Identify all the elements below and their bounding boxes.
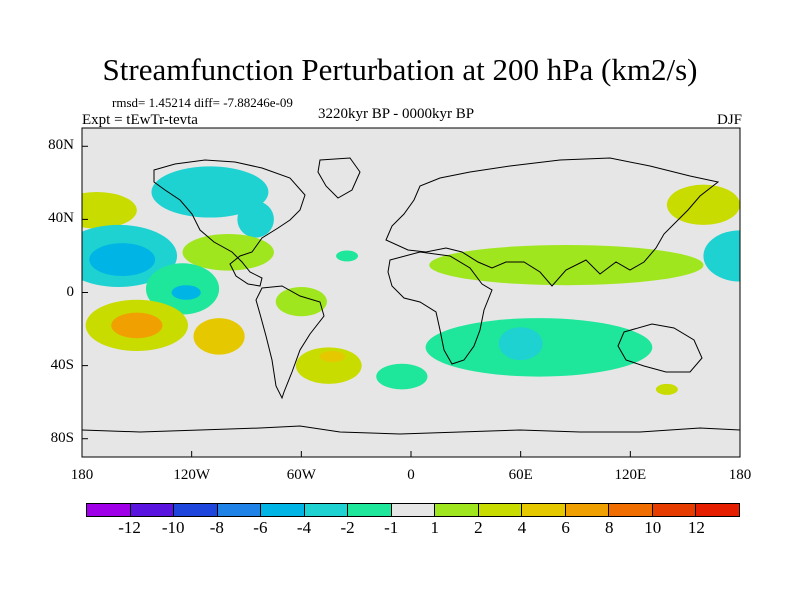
x-tick-label: 60W bbox=[286, 467, 316, 483]
colorbar-swatch bbox=[304, 504, 349, 516]
colorbar-swatch bbox=[391, 504, 436, 516]
y-tick-label: 40N bbox=[48, 210, 74, 227]
anomaly-north-america-low bbox=[151, 166, 269, 218]
y-tick-label: 40S bbox=[50, 356, 74, 373]
anomaly-layer bbox=[82, 166, 740, 395]
colorbar-label: -4 bbox=[296, 518, 312, 537]
colorbar-label: 2 bbox=[474, 518, 483, 537]
colorbar-label: 8 bbox=[604, 518, 614, 537]
colorbar-label: 12 bbox=[687, 518, 705, 537]
experiment-label: Expt = tEwTr-tevta bbox=[82, 112, 198, 128]
colorbar-swatch bbox=[652, 504, 697, 516]
colorbar-label: -2 bbox=[340, 518, 355, 537]
coastlines bbox=[82, 157, 740, 435]
colorbar-swatch bbox=[522, 504, 566, 516]
anomaly-south-atlantic-high-core bbox=[319, 350, 346, 362]
anomaly-north-pacific-high bbox=[82, 191, 137, 229]
y-tick-label: 80S bbox=[50, 429, 74, 446]
x-tick-label: 180 bbox=[70, 467, 94, 483]
colorbar-label: 1 bbox=[430, 518, 440, 537]
anomaly-gulf-band bbox=[182, 234, 274, 271]
period-label: 3220kyr BP - 0000kyr BP bbox=[318, 106, 475, 122]
season-label: DJF bbox=[716, 112, 742, 128]
stats-text: rmsd= 1.45214 diff= -7.88246e-09 bbox=[112, 95, 293, 110]
colorbar-swatch bbox=[609, 504, 653, 516]
x-tick-label: 180 bbox=[728, 467, 752, 483]
colorbar-swatch bbox=[261, 504, 305, 516]
anomaly-tropical-pacific-low-core bbox=[171, 285, 201, 300]
colorbar-label: -10 bbox=[161, 518, 185, 537]
colorbar-swatch bbox=[696, 504, 739, 516]
anomaly-indian-ocean-low-core bbox=[498, 327, 543, 361]
x-tick-label: 120E bbox=[614, 467, 647, 483]
anomaly-south-pacific-high-core bbox=[111, 312, 163, 339]
anomaly-south-atlantic-high bbox=[295, 347, 362, 384]
colorbar-label: 10 bbox=[644, 518, 662, 537]
colorbar-swatch bbox=[565, 504, 610, 516]
anomaly-north-pacific-west-low bbox=[703, 230, 740, 282]
coastline-north-america bbox=[153, 159, 306, 287]
x-tick-label: 60E bbox=[508, 467, 533, 483]
colorbar-swatch bbox=[217, 504, 262, 516]
coastline-antarctica bbox=[82, 425, 740, 435]
anomaly-north-pacific-west-high bbox=[666, 184, 740, 225]
colorbar-swatch bbox=[87, 504, 131, 516]
anomaly-eurasia-band bbox=[429, 244, 704, 286]
colorbar-label: -6 bbox=[253, 518, 268, 537]
x-tick-label: 0 bbox=[407, 467, 415, 483]
anomaly-south-pacific-east bbox=[193, 318, 245, 355]
colorbar-swatch bbox=[478, 504, 523, 516]
y-tick-label: 0 bbox=[66, 283, 75, 300]
anomaly-southern-ocean-low bbox=[376, 363, 428, 390]
colorbar-swatch bbox=[435, 504, 479, 516]
axis-ticks bbox=[81, 145, 741, 457]
coastline-greenland bbox=[317, 157, 361, 199]
colorbar-label: 6 bbox=[561, 518, 570, 537]
colorbar bbox=[86, 503, 740, 517]
coastline-australia bbox=[617, 323, 703, 373]
y-tick-label: 80N bbox=[48, 137, 74, 154]
coastline-south-america bbox=[255, 285, 325, 400]
colorbar-swatch bbox=[130, 504, 175, 516]
colorbar-swatch bbox=[348, 504, 392, 516]
colorbar-swatch bbox=[174, 504, 218, 516]
anomaly-north-pacific-low-core bbox=[89, 243, 156, 277]
colorbar-label: -8 bbox=[209, 518, 224, 537]
coastline-eurasia bbox=[385, 157, 720, 287]
anomaly-australia-east-high bbox=[655, 383, 678, 395]
x-tick-label: 120W bbox=[173, 467, 210, 483]
anomaly-south-america-band bbox=[275, 287, 327, 317]
colorbar-label: 4 bbox=[517, 518, 527, 537]
chart-title: Streamfunction Perturbation at 200 hPa (… bbox=[102, 52, 698, 87]
coastline-africa bbox=[387, 251, 493, 365]
anomaly-north-america-low-tail bbox=[237, 201, 274, 238]
anomaly-atlantic-small-low bbox=[336, 250, 358, 262]
colorbar-label: -1 bbox=[384, 518, 399, 537]
colorbar-label: -12 bbox=[118, 518, 141, 537]
